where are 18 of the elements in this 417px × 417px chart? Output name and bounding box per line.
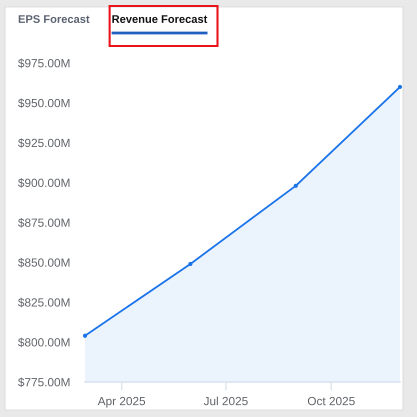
chart-title: Revenue Forecast xyxy=(112,15,208,23)
y-tick-label: $925.00M xyxy=(18,138,70,148)
x-tick-label: Jul 2025 xyxy=(204,396,248,406)
point xyxy=(82,334,88,338)
point xyxy=(188,262,192,266)
y-tick-label: $950.00M xyxy=(18,98,70,108)
y-tick-label: $850.00M xyxy=(18,258,70,268)
y-tick-label: $775.00M xyxy=(18,378,70,388)
y-tick-label: $825.00M xyxy=(18,298,70,308)
y-tick-label: $800.00M xyxy=(18,338,70,348)
x-tick-label: Apr 2025 xyxy=(98,396,146,408)
point xyxy=(398,84,402,90)
y-tick-label: $975.00M xyxy=(18,58,70,68)
x-tick-label: Oct 2025 xyxy=(308,396,355,406)
point xyxy=(294,184,298,188)
y-tick-label: $900.00M xyxy=(18,178,70,188)
text: EPS Forecast xyxy=(18,15,90,23)
y-tick-label: $875.00M xyxy=(18,218,70,228)
